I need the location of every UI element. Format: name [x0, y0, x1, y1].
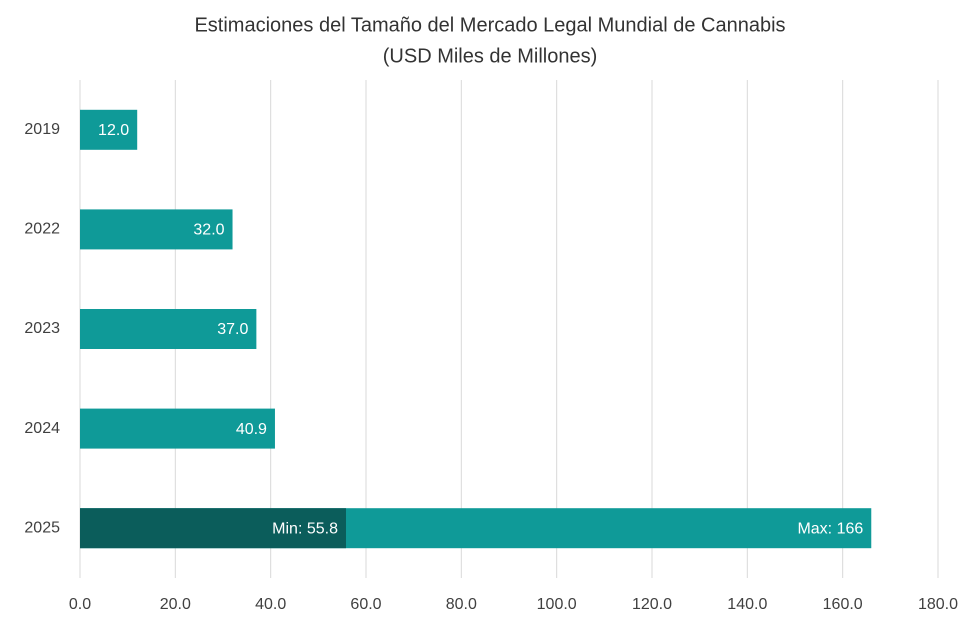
x-tick-label: 180.0 — [918, 596, 958, 613]
bar — [80, 209, 233, 250]
value-label: Max: 166 — [797, 520, 863, 537]
y-tick-label: 2025 — [24, 519, 60, 536]
x-tick-label: 40.0 — [255, 596, 286, 613]
bar — [80, 109, 138, 150]
y-tick-label: 2023 — [24, 320, 60, 337]
x-tick-label: 20.0 — [160, 596, 191, 613]
bar — [80, 508, 346, 549]
bar — [80, 408, 275, 449]
x-tick-label: 0.0 — [69, 596, 91, 613]
x-tick-label: 160.0 — [823, 596, 863, 613]
x-tick-label: 80.0 — [446, 596, 477, 613]
bar — [80, 309, 257, 349]
x-tick-label: 120.0 — [632, 596, 672, 613]
y-tick-label: 2019 — [24, 121, 60, 138]
value-label: 37.0 — [217, 321, 248, 338]
value-label: 12.0 — [98, 122, 129, 139]
x-tick-label: 140.0 — [727, 596, 767, 613]
chart-subtitle: (USD Miles de Millones) — [383, 45, 598, 67]
value-label: Min: 55.8 — [272, 520, 338, 537]
chart-title: Estimaciones del Tamaño del Mercado Lega… — [194, 14, 785, 36]
y-tick-label: 2024 — [24, 420, 60, 437]
x-tick-label: 60.0 — [350, 596, 381, 613]
y-tick-label: 2022 — [24, 221, 60, 238]
x-tick-label: 100.0 — [537, 596, 577, 613]
value-label: 40.9 — [236, 421, 267, 438]
value-label: 32.0 — [193, 222, 224, 239]
